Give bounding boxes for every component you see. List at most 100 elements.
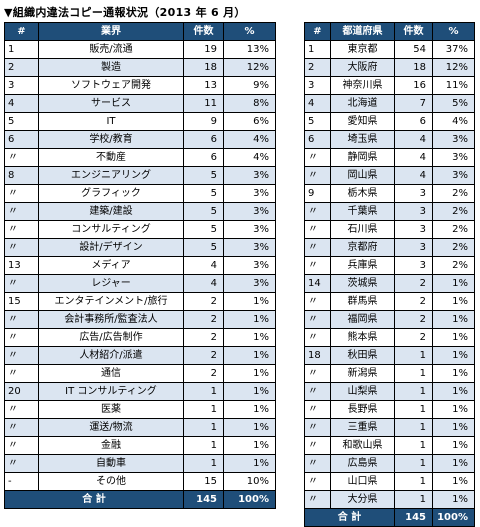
table-row: 〃静岡県 4 3% (304, 148, 475, 167)
table-row: 〃医薬 1 1% (4, 400, 276, 419)
count-cell: 1 (394, 436, 433, 455)
prefecture-cell: 石川県 (330, 220, 395, 239)
total-count: 145 (394, 508, 433, 527)
rank-cell: 6 (304, 130, 331, 149)
count-cell: 54 (394, 40, 433, 59)
count-cell: 1 (394, 490, 433, 509)
table-row: 1 東京都 54 37% (304, 40, 475, 59)
count-cell: 18 (394, 58, 433, 77)
percent-cell: 1% (223, 454, 276, 473)
percent-cell: 1% (432, 346, 475, 365)
table-row: 〃千葉県 3 2% (304, 202, 475, 221)
count-cell: 3 (394, 220, 433, 239)
count-cell: 1 (394, 364, 433, 383)
percent-cell: 12% (223, 58, 276, 77)
count-cell: 3 (394, 184, 433, 203)
rank-cell: 4 (4, 94, 39, 113)
industry-cell: 広告/広告制作 (38, 328, 184, 347)
rank-cell: 〃 (304, 310, 331, 329)
percent-cell: 1% (432, 292, 475, 311)
count-cell: 3 (394, 202, 433, 221)
count-cell: 7 (394, 94, 433, 113)
percent-cell: 2% (432, 220, 475, 239)
industry-cell: IT (38, 112, 184, 131)
count-cell: 6 (183, 148, 224, 167)
total-label: 合 計 (4, 490, 184, 509)
percent-cell: 5% (432, 94, 475, 113)
count-cell: 6 (183, 130, 224, 149)
count-cell: 15 (183, 472, 224, 491)
percent-cell: 1% (432, 328, 475, 347)
percent-cell: 1% (432, 490, 475, 509)
percent-cell: 1% (432, 364, 475, 383)
percent-cell: 3% (223, 202, 276, 221)
table-row: 2 製造 18 12% (4, 58, 276, 77)
prefecture-cell: 三重県 (330, 418, 395, 437)
prefecture-cell: 栃木県 (330, 184, 395, 203)
rank-cell: 〃 (304, 382, 331, 401)
count-cell: 2 (394, 310, 433, 329)
prefecture-cell: 熊本県 (330, 328, 395, 347)
table-row: 〃石川県 3 2% (304, 220, 475, 239)
count-cell: 1 (183, 382, 224, 401)
industry-total-row: 合 計 145 100% (4, 490, 276, 509)
total-percent: 100% (432, 508, 475, 527)
count-cell: 1 (183, 436, 224, 455)
prefecture-cell: 兵庫県 (330, 256, 395, 275)
rank-cell: 6 (4, 130, 39, 149)
count-cell: 5 (183, 202, 224, 221)
rank-cell: 4 (304, 94, 331, 113)
table-row: 〃三重県 1 1% (304, 418, 475, 437)
table-row: - その他 15 10% (4, 472, 276, 491)
percent-cell: 2% (432, 238, 475, 257)
prefecture-table: # 都道府県 件数 % 1 東京都 54 37% 2 大阪府 18 12% 3 神奈川県 16 11%… (304, 22, 475, 527)
industry-cell: その他 (38, 472, 184, 491)
prefecture-cell: 群馬県 (330, 292, 395, 311)
industry-cell: メディア (38, 256, 184, 275)
rank-cell: 〃 (304, 238, 331, 257)
rank-cell: - (4, 472, 39, 491)
rank-cell: 〃 (304, 490, 331, 509)
industry-cell: 製造 (38, 58, 184, 77)
rank-cell: 〃 (4, 220, 39, 239)
count-cell: 1 (394, 454, 433, 473)
prefecture-cell: 大分県 (330, 490, 395, 509)
percent-header: % (223, 22, 276, 41)
count-cell: 4 (394, 130, 433, 149)
count-cell: 6 (394, 112, 433, 131)
prefecture-cell: 山口県 (330, 472, 395, 491)
prefecture-cell: 千葉県 (330, 202, 395, 221)
count-cell: 1 (183, 454, 224, 473)
count-cell: 1 (394, 346, 433, 365)
rank-cell: 1 (4, 40, 39, 59)
percent-cell: 10% (223, 472, 276, 491)
table-row: 4 北海道 7 5% (304, 94, 475, 113)
count-cell: 2 (394, 292, 433, 311)
percent-cell: 2% (432, 184, 475, 203)
rank-cell: 〃 (4, 274, 39, 293)
percent-cell: 1% (223, 328, 276, 347)
rank-cell: 〃 (304, 400, 331, 419)
industry-cell: レジャー (38, 274, 184, 293)
table-row: 〃長野県 1 1% (304, 400, 475, 419)
table-row: 〃会計事務所/監査法人 2 1% (4, 310, 276, 329)
percent-cell: 3% (432, 166, 475, 185)
prefecture-cell: 和歌山県 (330, 436, 395, 455)
percent-cell: 1% (223, 418, 276, 437)
rank-cell: 〃 (304, 256, 331, 275)
count-cell: 16 (394, 76, 433, 95)
rank-cell: 〃 (4, 436, 39, 455)
prefecture-total-row: 合 計 145 100% (304, 508, 475, 527)
rank-cell: 〃 (4, 184, 39, 203)
table-row: 13 メディア 4 3% (4, 256, 276, 275)
rank-cell: 〃 (4, 148, 39, 167)
rank-cell: 〃 (304, 364, 331, 383)
prefecture-cell: 神奈川県 (330, 76, 395, 95)
percent-cell: 1% (223, 364, 276, 383)
count-cell: 2 (183, 292, 224, 311)
table-row: 〃兵庫県 3 2% (304, 256, 475, 275)
count-cell: 2 (394, 274, 433, 293)
percent-cell: 1% (432, 274, 475, 293)
industry-cell: ソフトウェア開発 (38, 76, 184, 95)
percent-cell: 1% (223, 346, 276, 365)
